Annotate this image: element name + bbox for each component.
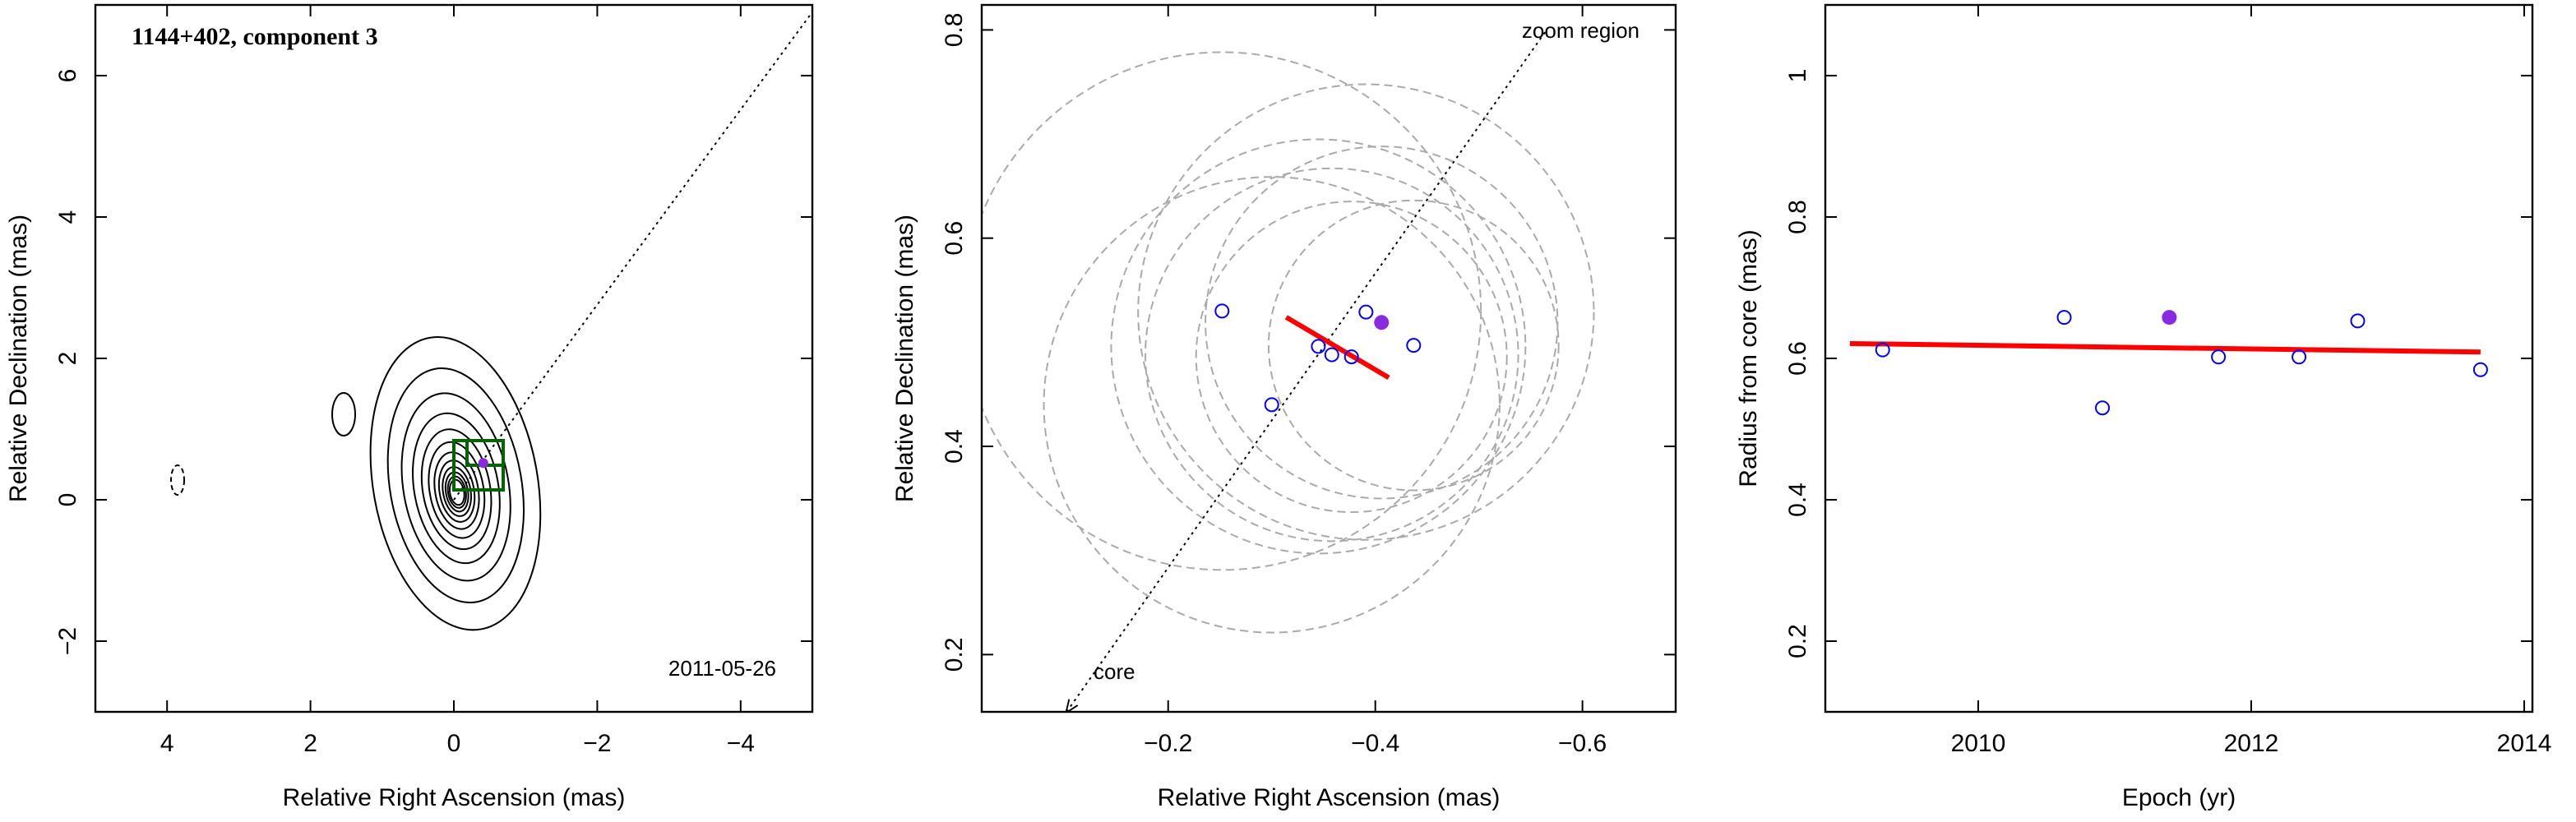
data-point	[1264, 397, 1279, 413]
error-circle	[982, 51, 1482, 571]
component-marker	[478, 458, 488, 469]
chart-title: 1144+402, component 3	[132, 23, 378, 50]
y-tick-label: 0.8	[1784, 200, 1811, 234]
direction-line	[453, 12, 812, 501]
y-axis-label: Relative Declination (mas)	[891, 215, 918, 502]
y-axis-label: Radius from core (mas)	[1735, 229, 1762, 487]
axes-frame	[1824, 3, 2534, 713]
highlight-point	[2162, 310, 2177, 326]
data-point	[1214, 303, 1230, 319]
x-tick-label: 0	[447, 730, 461, 757]
data-point	[2056, 310, 2072, 326]
plot-area	[1849, 310, 2488, 416]
data-point	[1324, 347, 1339, 363]
plot-area	[170, 12, 812, 631]
data-point	[1311, 339, 1326, 354]
x-axis-label: Epoch (yr)	[2122, 784, 2236, 811]
y-tick-label: 0.6	[941, 221, 968, 256]
y-tick-label: 0.8	[941, 13, 968, 48]
data-point	[2472, 362, 2488, 377]
x-tick-label: −4	[727, 730, 755, 757]
x-axis-label: Relative Right Ascension (mas)	[283, 784, 626, 811]
contour	[170, 464, 185, 496]
x-tick-label: 4	[160, 730, 174, 757]
y-tick-label: 0.6	[1784, 341, 1811, 376]
y-tick-label: 0	[54, 493, 81, 507]
data-point	[1406, 338, 1422, 353]
contour	[420, 428, 493, 551]
y-tick-label: 6	[54, 69, 81, 83]
error-circle	[1195, 201, 1508, 514]
annotation: core	[1094, 659, 1135, 684]
x-axis-label: Relative Right Ascension (mas)	[1158, 784, 1501, 811]
error-circle	[1137, 83, 1595, 541]
contour	[369, 336, 542, 631]
data-point	[1875, 342, 1890, 358]
y-tick-label: 0.4	[941, 429, 968, 464]
plot-area	[982, 31, 1595, 712]
y-tick-label: 4	[54, 210, 81, 224]
y-tick-label: −2	[54, 627, 81, 655]
contour	[412, 412, 501, 565]
highlight-point	[1374, 315, 1390, 330]
contour	[331, 392, 356, 436]
error-circle	[1043, 176, 1501, 634]
panel: 4 2 0 −2 −4 −2 0 2 4 6 Relative Right Ascension (m…	[5, 3, 814, 811]
x-tick-label: 2	[303, 730, 317, 757]
fit-line	[1284, 315, 1390, 381]
direction-line	[1066, 31, 1547, 712]
data-point	[2211, 349, 2227, 365]
y-axis-label: Relative Declination (mas)	[5, 215, 32, 502]
x-tick-label: −2	[583, 730, 611, 757]
data-point	[1343, 349, 1359, 365]
date-label: 2011-05-26	[668, 656, 776, 681]
y-tick-label: 0.2	[1784, 624, 1811, 658]
axes-frame	[980, 3, 1677, 713]
panel: −0.2 −0.4 −0.6 0.2 0.4 0.6 0.8 Relative Right A…	[891, 3, 1677, 811]
x-tick-label: −0.4	[1351, 730, 1399, 757]
data-point	[2095, 400, 2111, 416]
contour	[386, 367, 525, 604]
fit-line	[1849, 340, 2481, 355]
x-tick-label: −0.6	[1558, 730, 1607, 757]
error-circle	[1110, 138, 1527, 555]
data-point	[2292, 349, 2307, 365]
error-circle	[1267, 199, 1560, 492]
x-tick-label: −0.2	[1144, 730, 1192, 757]
y-tick-label: 2	[54, 352, 81, 366]
contour	[428, 441, 486, 539]
error-circle	[1205, 145, 1559, 500]
contour	[400, 392, 511, 582]
y-tick-label: 1	[1784, 69, 1811, 83]
y-tick-label: 0.4	[1784, 483, 1811, 517]
annotation: zoom region	[1522, 18, 1639, 43]
data-point	[1358, 304, 1374, 320]
axes-frame	[94, 3, 814, 713]
data-point	[2350, 313, 2366, 329]
error-circle	[1145, 167, 1519, 543]
panel: 2010 2012 2014 0.2 0.4 0.6 0.8 1 Epoch (yr) Radiu…	[1735, 3, 2552, 811]
y-tick-label: 0.2	[941, 637, 968, 672]
x-tick-label: 2012	[2224, 730, 2279, 757]
contour	[437, 459, 476, 523]
x-tick-label: 2010	[1951, 730, 2006, 757]
x-tick-label: 2014	[2497, 730, 2552, 757]
contour	[433, 451, 480, 530]
